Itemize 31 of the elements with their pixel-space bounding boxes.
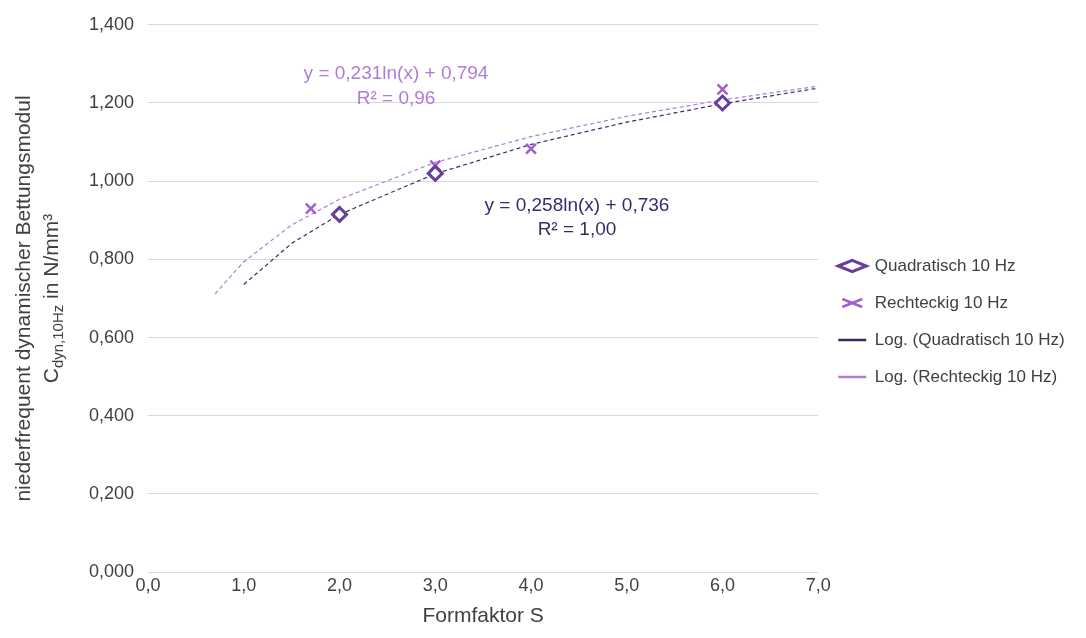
y-tick-label: 1,200 [89, 91, 135, 112]
x-tick-label: 3,0 [422, 574, 448, 595]
y-tick-label: 1,400 [89, 13, 135, 34]
annotation: y = 0,258ln(x) + 0,736 [484, 193, 670, 215]
x-axis-title: Formfaktor S [422, 603, 544, 627]
point [524, 142, 538, 155]
point [426, 164, 444, 182]
x-tick-label: 1,0 [231, 574, 257, 595]
legend-label: Rechteckig 10 Hz [874, 292, 1008, 312]
legend-label: Log. (Quadratisch 10 Hz) [874, 329, 1065, 349]
y-tick-label: 0,400 [89, 404, 135, 425]
point [331, 205, 349, 223]
y-tick-label: 0,000 [89, 561, 135, 582]
x-tick-label: 0,0 [135, 574, 161, 595]
y-tick-label: 1,000 [89, 170, 135, 191]
annotation: R² = 1,00 [537, 218, 617, 240]
y-tick-label: 0,800 [89, 248, 135, 269]
legend-label: Quadratisch 10 Hz [874, 255, 1016, 275]
x-tick-label: 6,0 [709, 574, 736, 595]
x-tick-label: 5,0 [614, 574, 640, 595]
annotation: R² = 0,96 [356, 86, 436, 108]
x-tick-label: 4,0 [518, 574, 544, 595]
point [304, 202, 318, 215]
point [716, 83, 729, 96]
x-tick-label: 7,0 [805, 574, 831, 595]
x-tick-label: 2,0 [327, 574, 353, 595]
point [714, 94, 732, 112]
y-tick-label: 0,600 [89, 326, 135, 347]
y-tick-label: 0,200 [89, 482, 135, 503]
legend-label: Log. (Rechteckig 10 Hz) [874, 366, 1058, 386]
annotation: y = 0,231ln(x) + 0,794 [303, 62, 489, 84]
